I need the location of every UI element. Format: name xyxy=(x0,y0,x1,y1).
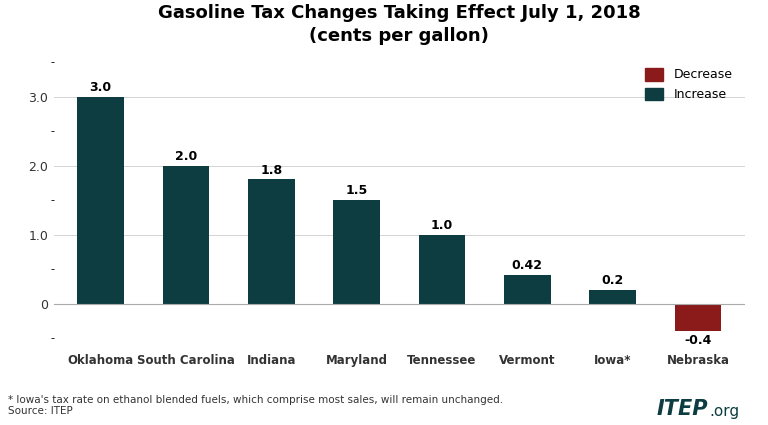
Bar xyxy=(589,290,636,303)
Text: -0.4: -0.4 xyxy=(684,334,712,347)
Text: 2.0: 2.0 xyxy=(175,150,197,163)
Bar xyxy=(674,303,721,331)
Text: 1.8: 1.8 xyxy=(260,164,283,177)
Text: 0.42: 0.42 xyxy=(511,259,543,272)
Text: .org: .org xyxy=(710,404,740,419)
Bar xyxy=(248,179,295,303)
Bar xyxy=(333,200,380,303)
Bar xyxy=(78,96,124,303)
Bar xyxy=(163,166,210,303)
Text: 3.0: 3.0 xyxy=(90,81,112,94)
Text: 1.5: 1.5 xyxy=(346,184,368,197)
Title: Gasoline Tax Changes Taking Effect July 1, 2018
(cents per gallon): Gasoline Tax Changes Taking Effect July … xyxy=(158,4,641,45)
Text: * Iowa's tax rate on ethanol blended fuels, which comprise most sales, will rema: * Iowa's tax rate on ethanol blended fue… xyxy=(8,395,503,416)
Text: 0.2: 0.2 xyxy=(601,274,624,287)
Text: 1.0: 1.0 xyxy=(431,219,453,232)
Legend: Decrease, Increase: Decrease, Increase xyxy=(638,62,739,108)
Text: ITEP: ITEP xyxy=(657,399,708,419)
Bar xyxy=(419,235,465,303)
Bar xyxy=(504,275,551,303)
